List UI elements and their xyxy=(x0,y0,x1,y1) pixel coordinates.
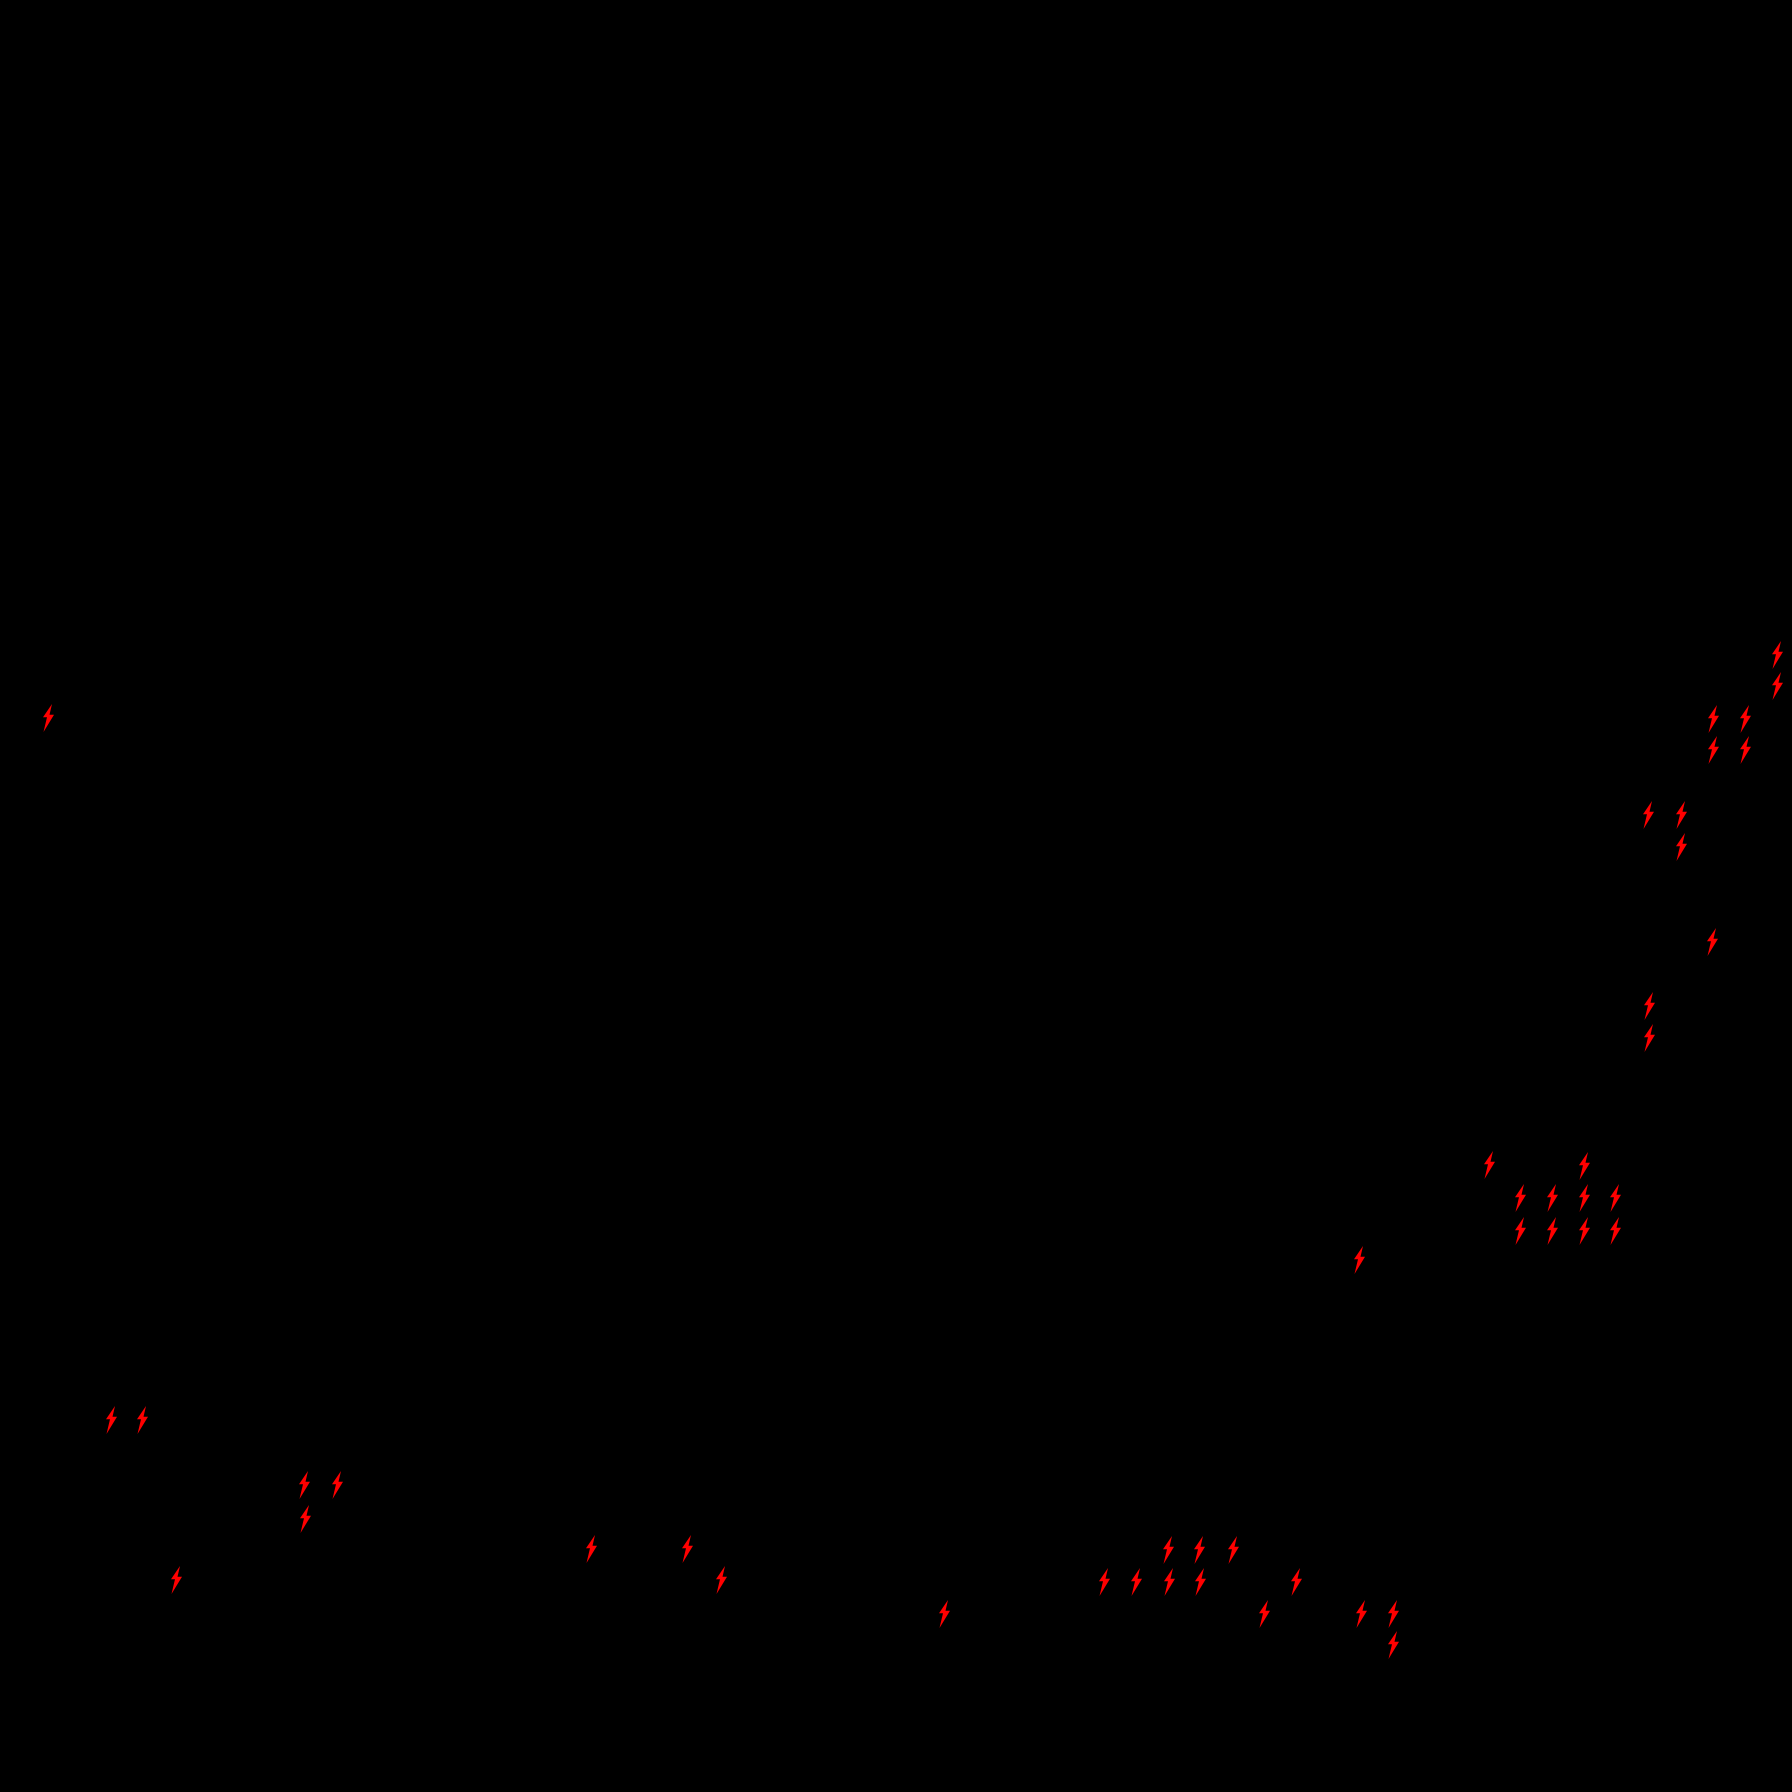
lightning-bolt-icon xyxy=(1290,1568,1302,1596)
lightning-bolt-icon xyxy=(1643,1024,1655,1052)
lightning-bolt-icon xyxy=(1546,1217,1558,1245)
lightning-bolt-icon xyxy=(1193,1536,1205,1564)
lightning-bolt-icon xyxy=(170,1566,182,1594)
lightning-bolt-icon xyxy=(1578,1152,1590,1180)
lightning-bolt-icon xyxy=(1707,705,1719,733)
lightning-bolt-icon xyxy=(1355,1600,1367,1628)
lightning-bolt-icon xyxy=(1546,1184,1558,1212)
lightning-bolt-icon xyxy=(1483,1151,1495,1179)
lightning-bolt-icon xyxy=(1387,1600,1399,1628)
lightning-bolt-icon xyxy=(1675,801,1687,829)
lightning-bolt-icon xyxy=(1739,705,1751,733)
lightning-bolt-icon xyxy=(1578,1217,1590,1245)
lightning-bolt-icon xyxy=(105,1406,117,1434)
lightning-bolt-icon xyxy=(1098,1568,1110,1596)
lightning-bolt-icon xyxy=(715,1566,727,1594)
lightning-bolt-icon xyxy=(1771,672,1783,700)
lightning-bolt-icon xyxy=(1387,1631,1399,1659)
lightning-bolt-icon xyxy=(1739,736,1751,764)
lightning-bolt-icon xyxy=(1514,1217,1526,1245)
lightning-bolt-icon xyxy=(1771,641,1783,669)
lightning-bolt-icon xyxy=(681,1535,693,1563)
lightning-bolt-icon xyxy=(1194,1568,1206,1596)
lightning-bolt-icon xyxy=(1353,1246,1365,1274)
lightning-bolt-icon xyxy=(1643,992,1655,1020)
lightning-bolt-icon xyxy=(585,1535,597,1563)
lightning-bolt-icon xyxy=(42,704,54,732)
lightning-bolt-icon xyxy=(1162,1536,1174,1564)
lightning-bolt-icon xyxy=(1227,1536,1239,1564)
lightning-bolt-icon xyxy=(1514,1184,1526,1212)
lightning-bolt-icon xyxy=(1130,1568,1142,1596)
lightning-bolt-icon xyxy=(1706,928,1718,956)
lightning-bolt-icon xyxy=(298,1471,310,1499)
lightning-bolt-icon xyxy=(938,1600,950,1628)
lightning-bolt-icon xyxy=(331,1471,343,1499)
lightning-bolt-icon xyxy=(299,1505,311,1533)
lightning-bolt-icon xyxy=(1258,1600,1270,1628)
lightning-bolt-icon xyxy=(1163,1568,1175,1596)
lightning-bolt-icon xyxy=(136,1406,148,1434)
lightning-bolt-icon xyxy=(1707,736,1719,764)
lightning-bolt-icon xyxy=(1675,833,1687,861)
lightning-bolt-icon xyxy=(1578,1184,1590,1212)
lightning-bolt-icon xyxy=(1609,1184,1621,1212)
lightning-bolt-icon xyxy=(1642,801,1654,829)
lightning-bolt-icon xyxy=(1609,1217,1621,1245)
